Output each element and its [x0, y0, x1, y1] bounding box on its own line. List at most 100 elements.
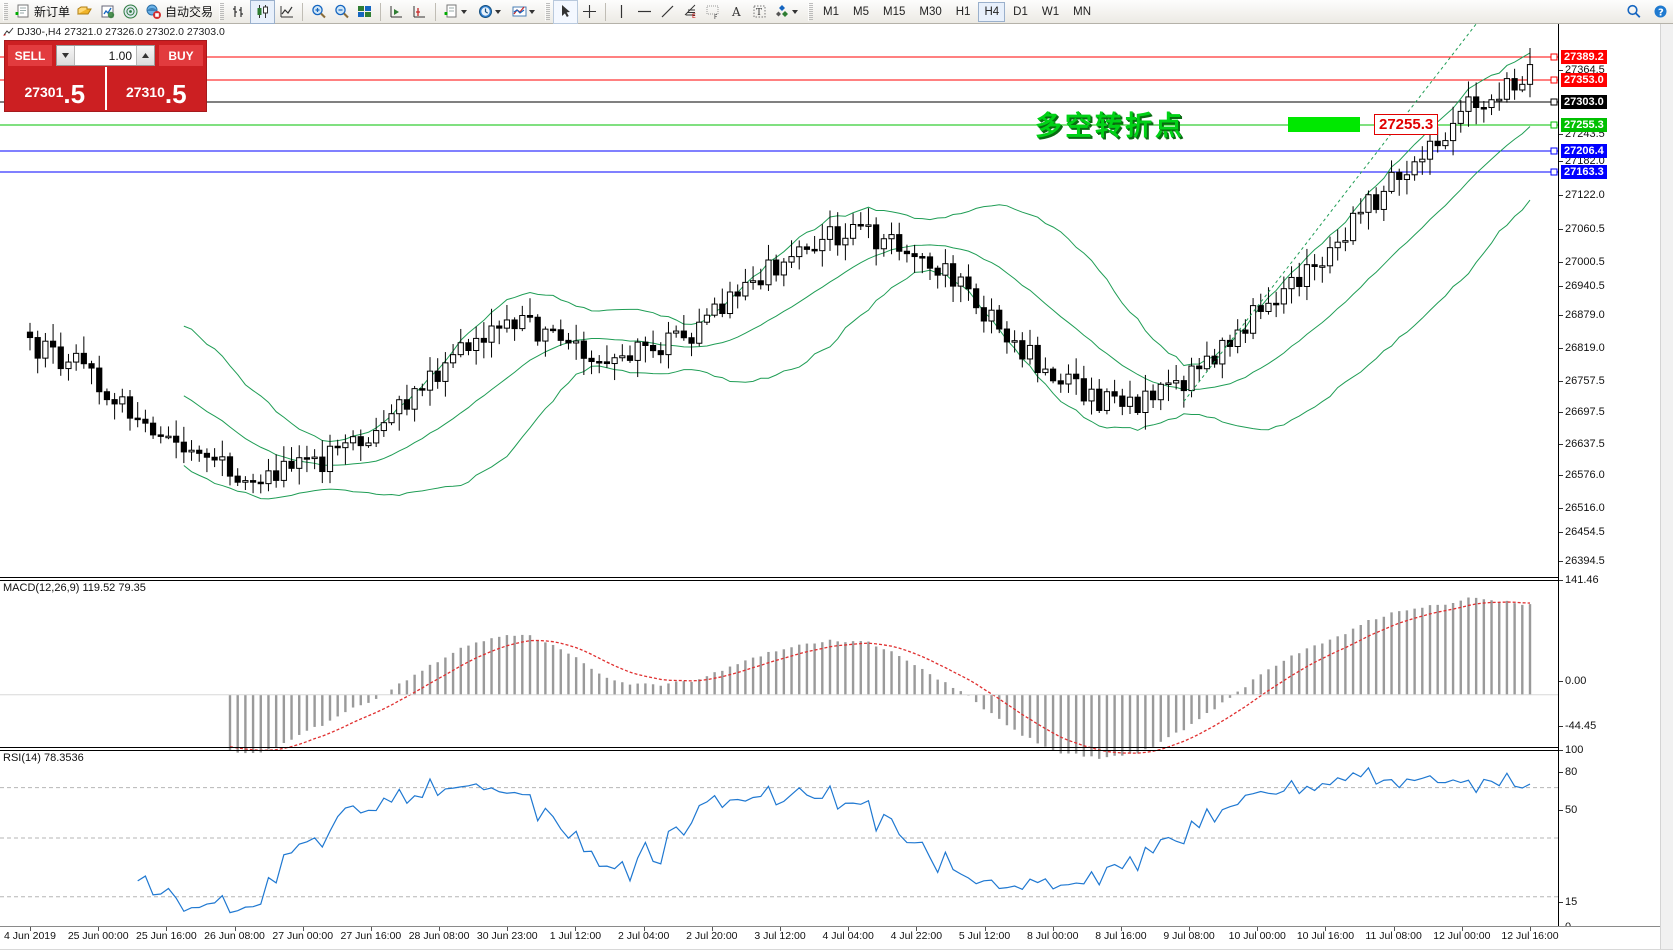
navigator-button[interactable] [119, 1, 142, 23]
price-level-tag[interactable]: 27353.0 [1561, 73, 1607, 87]
new-order-button[interactable]: 新订单 [11, 1, 73, 23]
toolbar-grip[interactable] [3, 2, 8, 21]
timeframe-w1[interactable]: W1 [1041, 5, 1060, 18]
bar-chart-button[interactable] [227, 1, 250, 23]
axis-tick [1559, 262, 1563, 263]
rsi-pane-label: RSI(14) 78.3536 [3, 752, 84, 764]
vertical-line-button[interactable] [610, 1, 633, 23]
profiles-button[interactable] [73, 1, 96, 23]
indicators-icon [511, 3, 528, 20]
text-box-button[interactable]: T [748, 1, 771, 23]
text-label-button[interactable]: A [725, 1, 748, 23]
buy-price-decimal: .5 [164, 79, 187, 109]
price-level-tag[interactable]: 27255.3 [1561, 118, 1607, 132]
axis-tick [1559, 286, 1563, 287]
time-axis-label: 10 Jul 16:00 [1296, 930, 1355, 942]
axis-tick [1559, 561, 1563, 562]
line-chart-icon [278, 3, 295, 20]
trendline-button[interactable] [656, 1, 679, 23]
tile-windows-button[interactable] [353, 1, 376, 23]
macd-pane-separator-2 [0, 580, 1558, 581]
chart-shift-button[interactable] [408, 1, 431, 23]
indicators-button[interactable] [508, 1, 542, 23]
price-plot[interactable]: 多空转折点 27255.3 MACD(12,26,9) 119.52 79.35… [0, 23, 1558, 926]
buy-button[interactable]: BUY [159, 45, 203, 66]
autotrade-button[interactable]: 自动交易 [142, 1, 216, 23]
text-label-icon: A [728, 3, 745, 20]
toolbar-separator-3 [435, 2, 437, 21]
templates-dropdown-icon[interactable] [461, 9, 468, 14]
timeframe-m30[interactable]: M30 [919, 5, 942, 18]
price-level-tag[interactable]: 27206.4 [1561, 144, 1607, 158]
shapes-button[interactable] [771, 1, 805, 23]
timeframe-m15[interactable]: M15 [883, 5, 906, 18]
timeframe-d1[interactable]: D1 [1013, 5, 1028, 18]
time-tick [98, 927, 100, 931]
equidistant-channel-button[interactable]: F [702, 1, 725, 23]
price-axis-label: 26819.0 [1565, 342, 1605, 354]
toolbar-grip-2[interactable] [219, 2, 225, 21]
vertical-line-icon [613, 3, 630, 20]
zoom-out-button[interactable] [330, 1, 353, 23]
indicators-dropdown-icon[interactable] [529, 9, 536, 14]
time-axis[interactable]: 4 Jun 2019 25 Jun 00:00 25 Jun 16:00 26 Jun… [0, 926, 1673, 951]
search-icon[interactable] [1625, 3, 1642, 20]
price-level-tag[interactable]: 27303.0 [1561, 95, 1607, 109]
market-watch-button[interactable] [96, 1, 119, 23]
shift-end-button[interactable] [385, 1, 408, 23]
candlestick-chart-icon [254, 3, 271, 20]
volume-dropdown-icon[interactable] [57, 46, 75, 65]
help-icon[interactable]: ? [1652, 3, 1669, 20]
shapes-icon [774, 3, 791, 20]
templates-button[interactable] [440, 1, 474, 23]
timeframe-mn[interactable]: MN [1073, 5, 1091, 18]
volume-input[interactable]: 1.00 [56, 45, 155, 66]
crosshair-button[interactable] [578, 1, 601, 23]
vertical-scrollbar[interactable] [1660, 24, 1673, 950]
price-axis-label: 26940.5 [1565, 280, 1605, 292]
zoom-in-button[interactable] [307, 1, 330, 23]
axis-tick [1559, 381, 1563, 382]
one-click-trading-panel[interactable]: SELL 1.00 BUY 27301 .5 27310 .5 [4, 40, 207, 112]
volume-value[interactable]: 1.00 [108, 48, 132, 63]
timeframe-h4[interactable]: H4 [978, 1, 1006, 22]
svg-text:E: E [692, 13, 696, 20]
price-axis-label: 26697.5 [1565, 406, 1605, 418]
price-level-tag[interactable]: 27389.2 [1561, 50, 1607, 64]
price-axis[interactable]: 27364.5 27243.5 27182.0 27122.0 27060.5 27000… [1558, 24, 1673, 933]
toolbar-separator-1 [302, 2, 304, 21]
toolbar-grip-4[interactable] [808, 2, 814, 21]
line-chart-button[interactable] [275, 1, 298, 23]
candlestick-chart-button[interactable] [250, 0, 276, 24]
time-tick [234, 927, 236, 931]
price-axis-label: 27122.0 [1565, 189, 1605, 201]
sell-price-decimal: .5 [63, 79, 86, 109]
period-button[interactable] [474, 1, 508, 23]
timeframe-m1[interactable]: M1 [823, 5, 840, 18]
horizontal-line-button[interactable] [633, 1, 656, 23]
autotrade-label: 自动交易 [165, 5, 214, 19]
buy-price-cell[interactable]: 27310 .5 [104, 67, 207, 110]
toolbar-grip-3[interactable] [545, 2, 551, 21]
shapes-dropdown-icon[interactable] [792, 9, 799, 14]
axis-tick [1559, 750, 1563, 751]
timeframe-m5[interactable]: M5 [853, 5, 869, 18]
svg-text:A: A [731, 5, 741, 19]
time-tick [1120, 927, 1122, 931]
period-dropdown-icon[interactable] [495, 9, 502, 14]
price-axis-label: 26879.0 [1565, 309, 1605, 321]
zoom-out-icon [333, 3, 350, 20]
chart-area[interactable]: DJ30-,H4 27321.0 27326.0 27302.0 27303.0… [0, 23, 1673, 951]
sell-price-cell[interactable]: 27301 .5 [5, 67, 105, 110]
cursor-button[interactable] [553, 0, 579, 24]
crosshair-icon [581, 3, 598, 20]
price-axis-label: 141.46 [1565, 574, 1599, 586]
sell-button[interactable]: SELL [8, 45, 52, 66]
fibonacci-button[interactable]: E [679, 1, 702, 23]
new-order-icon [14, 3, 31, 20]
timeframe-h1[interactable]: H1 [955, 5, 971, 18]
volume-stepper-up-icon[interactable] [136, 46, 154, 65]
price-level-tag[interactable]: 27163.3 [1561, 165, 1607, 179]
sell-price-integer: 27301 [24, 84, 64, 100]
time-axis-label: 12 Jul 16:00 [1501, 930, 1559, 942]
